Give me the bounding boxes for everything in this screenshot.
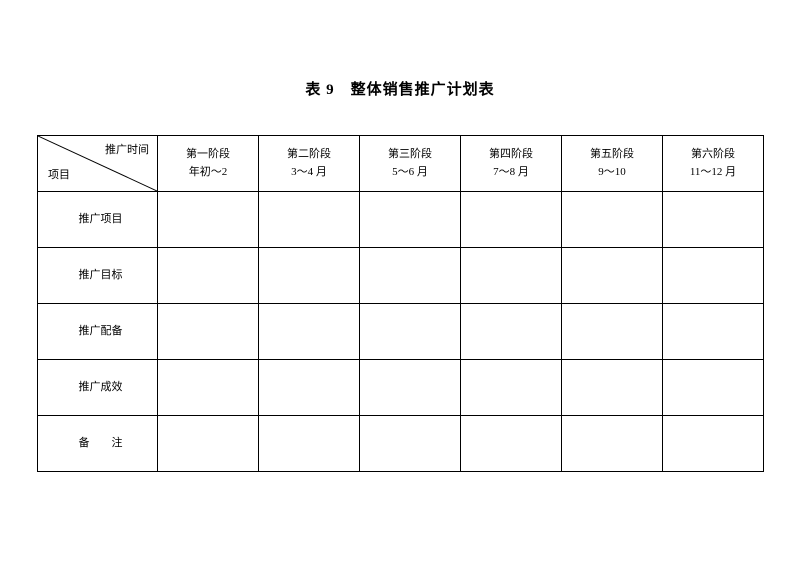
col-header-line1: 第五阶段: [590, 148, 634, 160]
table-cell: [562, 360, 663, 416]
table-row: 推广成效: [38, 360, 764, 416]
table-cell: [259, 304, 360, 360]
table-cell: [461, 248, 562, 304]
col-header-line2: 7～8 月: [493, 166, 529, 178]
table-cell: [562, 192, 663, 248]
col-header-line2: 9～10: [598, 166, 626, 178]
table-cell: [259, 360, 360, 416]
col-header-line1: 第四阶段: [489, 148, 533, 160]
table-row: 推广配备: [38, 304, 764, 360]
table-cell: [158, 360, 259, 416]
table-cell: [158, 304, 259, 360]
table-row: 推广目标: [38, 248, 764, 304]
col-header-line2: 5～6 月: [392, 166, 428, 178]
plan-table-wrap: 推广时间 项目 第一阶段 年初～2 第二阶段 3～4 月 第三阶段 5～6 月 …: [37, 135, 763, 472]
col-header-2: 第三阶段 5～6 月: [360, 136, 461, 192]
col-header-line1: 第六阶段: [691, 148, 735, 160]
row-label: 推广配备: [38, 304, 158, 360]
table-cell: [259, 192, 360, 248]
col-header-3: 第四阶段 7～8 月: [461, 136, 562, 192]
table-cell: [259, 416, 360, 472]
table-cell: [360, 248, 461, 304]
col-header-line1: 第三阶段: [388, 148, 432, 160]
table-cell: [663, 304, 764, 360]
table-cell: [562, 248, 663, 304]
col-header-line2: 3～4 月: [291, 166, 327, 178]
table-cell: [259, 248, 360, 304]
table-cell: [158, 248, 259, 304]
table-cell: [663, 192, 764, 248]
table-cell: [158, 192, 259, 248]
diagonal-top-label: 推广时间: [105, 142, 149, 160]
table-cell: [360, 304, 461, 360]
col-header-5: 第六阶段 11～12 月: [663, 136, 764, 192]
header-row: 推广时间 项目 第一阶段 年初～2 第二阶段 3～4 月 第三阶段 5～6 月 …: [38, 136, 764, 192]
table-cell: [562, 416, 663, 472]
table-cell: [158, 416, 259, 472]
diagonal-bottom-label: 项目: [48, 167, 70, 185]
table-cell: [360, 416, 461, 472]
col-header-1: 第二阶段 3～4 月: [259, 136, 360, 192]
row-label: 推广成效: [38, 360, 158, 416]
col-header-line2: 11～12 月: [690, 166, 736, 178]
row-label: 推广项目: [38, 192, 158, 248]
row-label: 推广目标: [38, 248, 158, 304]
table-cell: [461, 416, 562, 472]
col-header-line1: 第一阶段: [186, 148, 230, 160]
table-row: 推广项目: [38, 192, 764, 248]
diagonal-header-cell: 推广时间 项目: [38, 136, 158, 192]
table-cell: [663, 416, 764, 472]
col-header-4: 第五阶段 9～10: [562, 136, 663, 192]
table-cell: [360, 360, 461, 416]
table-cell: [663, 360, 764, 416]
col-header-line1: 第二阶段: [287, 148, 331, 160]
col-header-0: 第一阶段 年初～2: [158, 136, 259, 192]
table-cell: [461, 304, 562, 360]
table-cell: [360, 192, 461, 248]
table-cell: [461, 360, 562, 416]
col-header-line2: 年初～2: [189, 166, 228, 178]
table-cell: [461, 192, 562, 248]
row-label: 备 注: [38, 416, 158, 472]
table-title: 表 9 整体销售推广计划表: [0, 0, 800, 99]
table-cell: [562, 304, 663, 360]
table-row: 备 注: [38, 416, 764, 472]
plan-table: 推广时间 项目 第一阶段 年初～2 第二阶段 3～4 月 第三阶段 5～6 月 …: [37, 135, 764, 472]
table-cell: [663, 248, 764, 304]
